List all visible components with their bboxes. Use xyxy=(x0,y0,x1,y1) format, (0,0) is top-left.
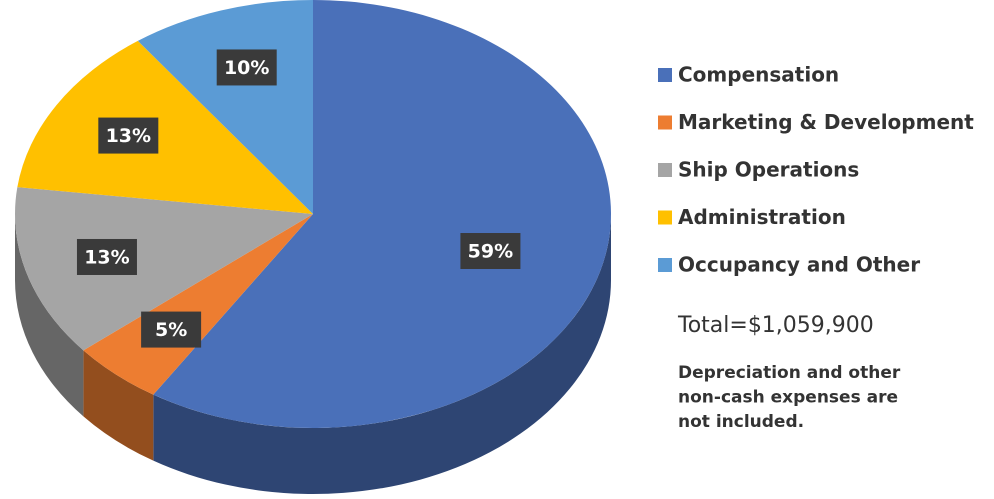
data-label: 5% xyxy=(155,319,187,341)
legend-swatch xyxy=(658,258,672,272)
label-box xyxy=(76,238,137,275)
data-label: 10% xyxy=(224,57,269,79)
legend-label: Occupancy and Other xyxy=(678,253,920,277)
label-box xyxy=(141,311,202,348)
legend-swatch xyxy=(658,163,672,177)
legend-label: Marketing & Development xyxy=(678,110,974,134)
note-line: non-cash expenses are xyxy=(678,388,898,408)
note-line: not included. xyxy=(678,412,804,432)
slice xyxy=(14,187,313,351)
slice xyxy=(153,0,612,428)
legend-swatch xyxy=(658,115,672,130)
legend-label: Administration xyxy=(678,205,846,229)
slice xyxy=(83,214,313,395)
data-label: 13% xyxy=(84,246,129,268)
legend-label: Compensation xyxy=(678,63,839,87)
legend-swatch xyxy=(658,68,672,82)
data-label: 59% xyxy=(468,241,513,263)
slice-side xyxy=(153,214,611,494)
legend-label: Ship Operations xyxy=(678,158,859,182)
total: Total=$1,059,900 xyxy=(677,313,874,338)
pie xyxy=(14,0,612,494)
data-label: 13% xyxy=(106,125,151,147)
label-box xyxy=(216,49,277,86)
note-line: Depreciation and other xyxy=(678,363,901,383)
label-box xyxy=(460,233,521,270)
slice-side xyxy=(15,214,84,417)
legend: Compensation Marketing & Development Ship … xyxy=(658,63,974,277)
label-box xyxy=(98,117,159,154)
slice-side xyxy=(83,350,154,461)
data-labels: 59% 5% 13% 13% 10% xyxy=(76,49,521,348)
slice xyxy=(17,40,313,214)
legend-swatch xyxy=(658,210,672,225)
